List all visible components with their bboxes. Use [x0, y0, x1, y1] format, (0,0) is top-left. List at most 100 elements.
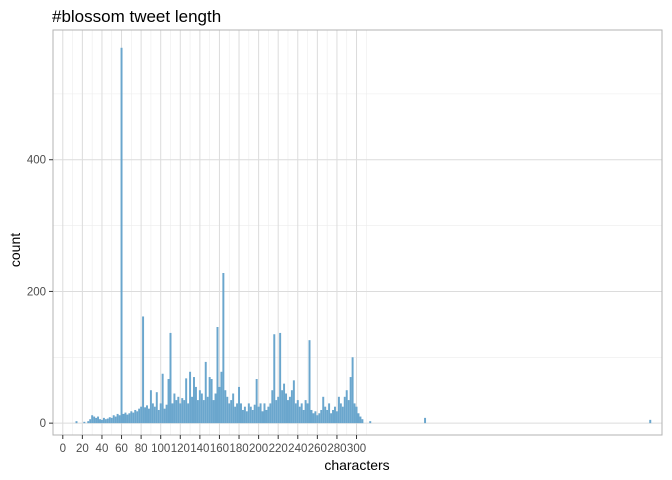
bar	[157, 409, 160, 424]
bar	[267, 406, 270, 424]
bar	[93, 416, 96, 424]
bar	[204, 361, 207, 424]
plot-panel	[53, 30, 662, 435]
bar	[95, 417, 98, 424]
bar	[147, 408, 150, 424]
bar	[257, 406, 260, 424]
bar	[163, 408, 166, 424]
bar	[310, 409, 313, 424]
bar	[220, 371, 223, 424]
bar	[126, 414, 129, 424]
bar	[128, 413, 131, 424]
bar	[222, 273, 225, 424]
bar	[300, 403, 303, 424]
bar	[243, 406, 246, 424]
bar	[146, 405, 148, 424]
bar	[173, 393, 176, 424]
bar	[318, 413, 321, 424]
bar	[355, 406, 358, 424]
bar	[108, 417, 111, 424]
bar	[337, 396, 340, 424]
bar	[120, 47, 123, 424]
bar	[312, 413, 315, 424]
bar	[149, 390, 152, 424]
x-tick-label: 80	[135, 443, 148, 455]
bar	[322, 396, 325, 424]
bar	[255, 379, 258, 424]
bar	[304, 400, 307, 424]
bar	[649, 419, 652, 424]
bar	[308, 340, 311, 424]
bar	[296, 400, 299, 424]
bar	[294, 403, 297, 424]
bar	[194, 386, 197, 424]
bar	[369, 421, 372, 424]
bar	[134, 409, 137, 424]
bar	[334, 406, 336, 424]
bar	[253, 404, 256, 424]
bar	[290, 390, 293, 424]
bar	[189, 371, 192, 424]
bar	[112, 415, 115, 424]
bar	[269, 403, 272, 424]
bar	[218, 386, 221, 424]
bar	[183, 400, 186, 424]
bar	[347, 400, 350, 424]
bar	[153, 406, 156, 424]
bar	[279, 332, 282, 424]
bar	[202, 400, 205, 424]
bar	[198, 390, 201, 424]
bar	[292, 380, 295, 424]
bar	[236, 403, 239, 424]
y-tick-label: 0	[40, 418, 46, 430]
bar	[263, 403, 266, 424]
bar	[275, 400, 278, 424]
bar	[261, 411, 264, 424]
bar	[132, 412, 135, 424]
bar	[314, 411, 317, 424]
bar	[234, 406, 237, 424]
bar	[324, 406, 327, 424]
bar	[332, 409, 335, 424]
bar	[106, 418, 109, 424]
bar	[214, 393, 217, 424]
bar	[330, 413, 333, 424]
bar	[359, 416, 362, 424]
bar	[316, 415, 319, 424]
bar	[200, 393, 203, 424]
y-tick-label: 200	[27, 286, 46, 298]
bar	[251, 409, 254, 424]
bar	[155, 392, 158, 424]
bar	[357, 413, 360, 424]
x-axis-label: characters	[324, 457, 389, 473]
bar	[91, 415, 94, 424]
bar	[302, 409, 305, 424]
x-tick-label: 120	[171, 443, 190, 455]
bar	[361, 419, 364, 424]
bar	[177, 396, 180, 424]
bar	[245, 411, 248, 424]
bar	[238, 386, 241, 424]
bar	[196, 400, 199, 424]
bar	[212, 400, 215, 424]
x-tick-label: 300	[347, 443, 366, 455]
bar	[306, 403, 309, 424]
bar	[171, 403, 174, 424]
chart-title: #blossom tweet length	[52, 7, 221, 26]
bar	[83, 421, 86, 424]
x-tick-label: 60	[115, 443, 128, 455]
bar	[228, 403, 231, 424]
bar	[283, 383, 286, 424]
bar	[230, 400, 233, 424]
bar	[116, 413, 119, 424]
y-axis-ticks: 0 200 400	[27, 155, 53, 430]
bar	[159, 403, 162, 424]
bar	[216, 327, 219, 424]
bar	[206, 396, 209, 424]
bar	[99, 419, 101, 424]
bar	[328, 403, 331, 424]
bar	[100, 419, 103, 424]
bar	[287, 400, 289, 424]
bar	[210, 379, 213, 424]
bar	[335, 411, 338, 424]
